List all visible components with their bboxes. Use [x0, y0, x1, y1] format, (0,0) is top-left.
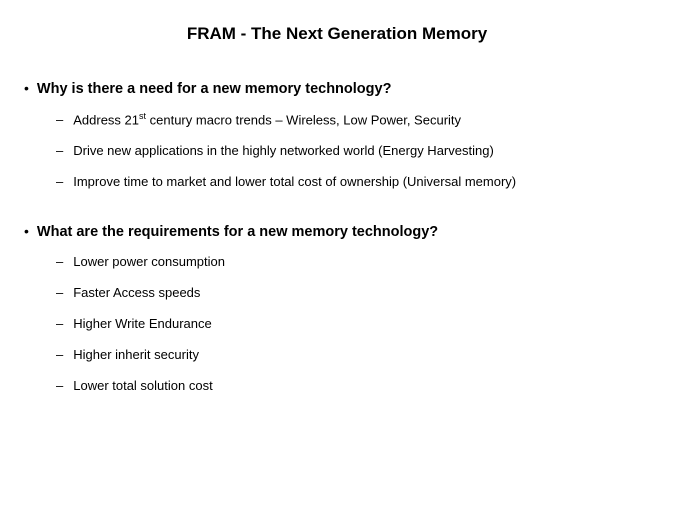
question-row-1: • Why is there a need for a new memory t…: [30, 80, 644, 97]
list-item: – Higher inherit security: [56, 347, 644, 364]
dash-icon: –: [56, 143, 63, 158]
sub-items-1: – Address 21st century macro trends – Wi…: [56, 111, 644, 191]
section-1: • Why is there a need for a new memory t…: [30, 80, 644, 191]
question-text-1: Why is there a need for a new memory tec…: [37, 81, 392, 97]
slide-title: FRAM - The Next Generation Memory: [30, 24, 644, 44]
item-text: Lower power consumption: [73, 254, 225, 271]
list-item: – Address 21st century macro trends – Wi…: [56, 111, 644, 129]
dash-icon: –: [56, 254, 63, 269]
list-item: – Faster Access speeds: [56, 285, 644, 302]
list-item: – Higher Write Endurance: [56, 316, 644, 333]
item-text: Address 21st century macro trends – Wire…: [73, 111, 461, 129]
section-2: • What are the requirements for a new me…: [30, 223, 644, 394]
item-text: Improve time to market and lower total c…: [73, 174, 516, 191]
sub-items-2: – Lower power consumption – Faster Acces…: [56, 254, 644, 394]
dash-icon: –: [56, 347, 63, 362]
dash-icon: –: [56, 378, 63, 393]
bullet-icon: •: [24, 223, 29, 239]
list-item: – Lower power consumption: [56, 254, 644, 271]
item-text: Higher Write Endurance: [73, 316, 212, 333]
item-text: Drive new applications in the highly net…: [73, 143, 494, 160]
bullet-icon: •: [24, 80, 29, 96]
question-row-2: • What are the requirements for a new me…: [30, 223, 644, 240]
item-text: Faster Access speeds: [73, 285, 200, 302]
dash-icon: –: [56, 285, 63, 300]
item-text: Higher inherit security: [73, 347, 199, 364]
list-item: – Drive new applications in the highly n…: [56, 143, 644, 160]
dash-icon: –: [56, 316, 63, 331]
dash-icon: –: [56, 174, 63, 189]
dash-icon: –: [56, 112, 63, 127]
item-text: Lower total solution cost: [73, 378, 212, 395]
list-item: – Lower total solution cost: [56, 378, 644, 395]
list-item: – Improve time to market and lower total…: [56, 174, 644, 191]
question-text-2: What are the requirements for a new memo…: [37, 224, 438, 240]
